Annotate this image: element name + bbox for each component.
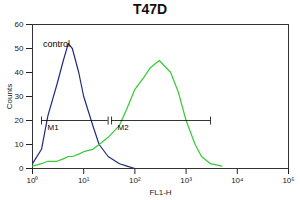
html-text:T47D: T47D: [132, 1, 168, 17]
svg-text:control: control: [43, 39, 70, 49]
svg-text:10¹: 10¹: [78, 176, 90, 185]
svg-text:10³: 10³: [180, 176, 192, 185]
svg-text:10⁴: 10⁴: [231, 176, 244, 185]
svg-text:20: 20: [15, 116, 24, 125]
svg-text:FL1-H: FL1-H: [149, 188, 171, 197]
svg-text:M2: M2: [118, 123, 130, 132]
svg-text:50: 50: [15, 44, 24, 53]
svg-text:M1: M1: [48, 123, 60, 132]
svg-text:10²: 10²: [129, 176, 141, 185]
svg-text:40: 40: [15, 68, 24, 77]
svg-text:60: 60: [15, 20, 24, 29]
svg-text:0: 0: [19, 164, 24, 173]
svg-text:10: 10: [15, 140, 24, 149]
svg-text:30: 30: [15, 92, 24, 101]
svg-text:10⁵: 10⁵: [282, 176, 294, 185]
svg-text:10⁰: 10⁰: [27, 176, 39, 185]
svg-text:Counts: Counts: [5, 84, 14, 109]
